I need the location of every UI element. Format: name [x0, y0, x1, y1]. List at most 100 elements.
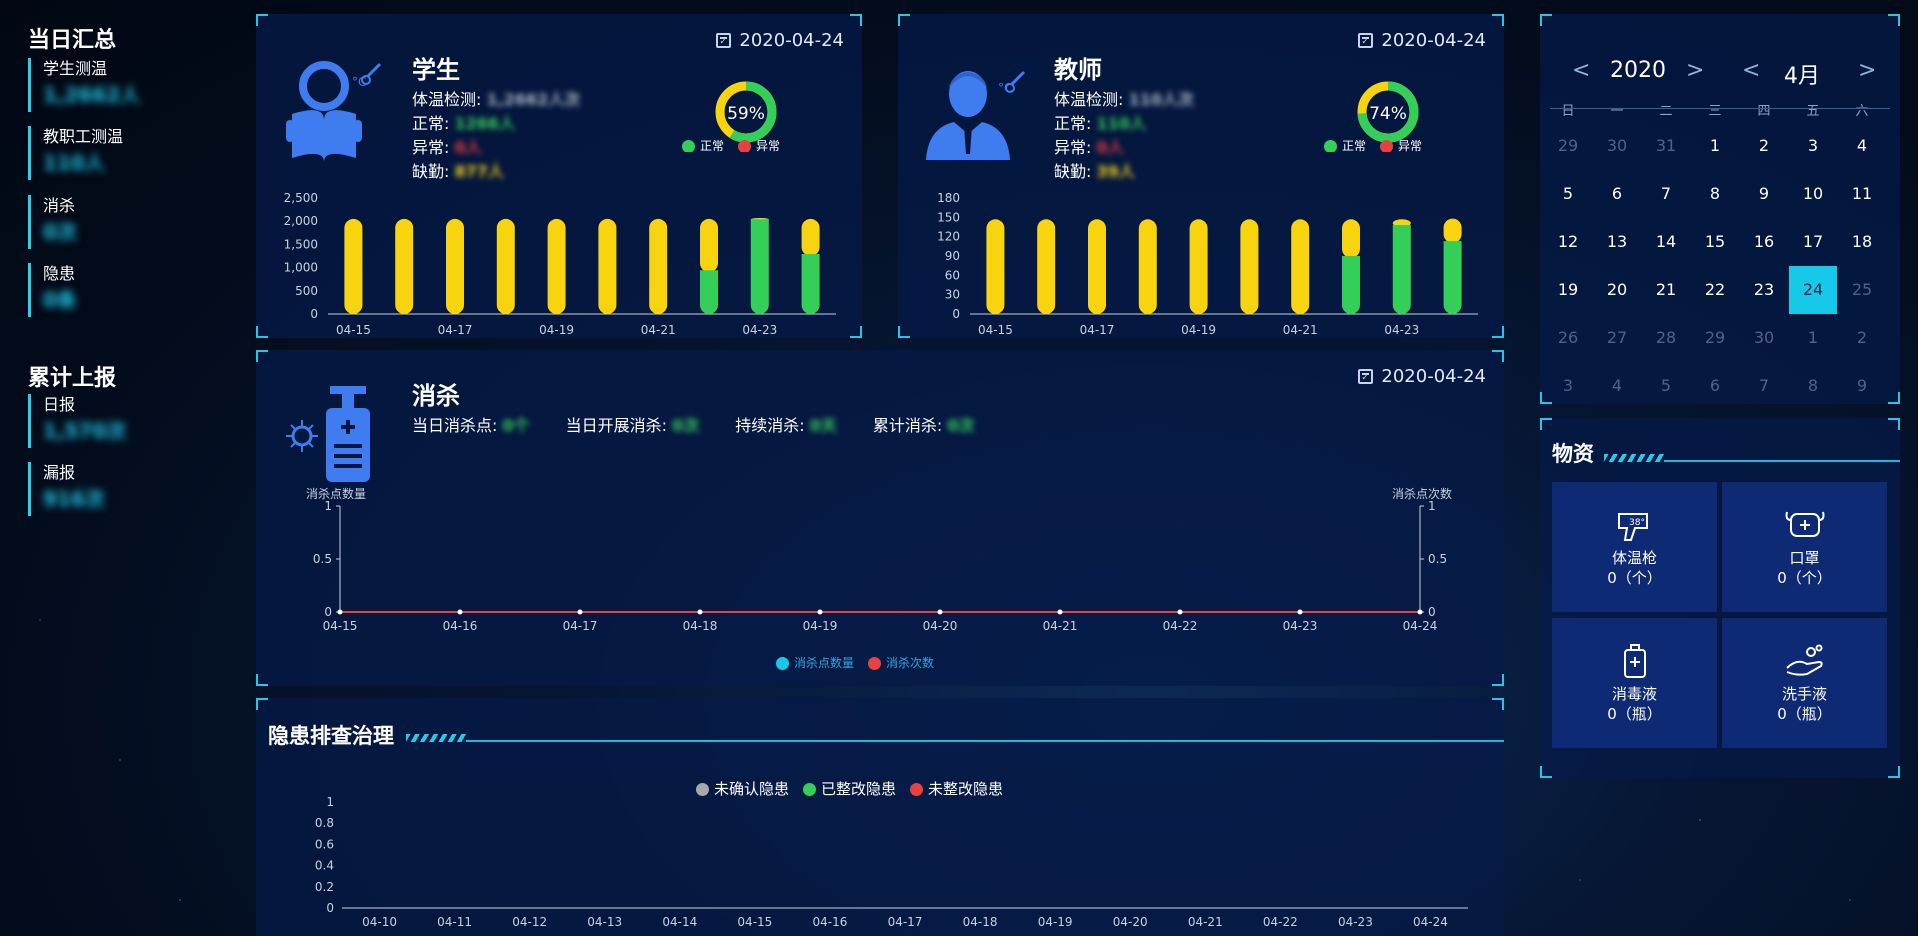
- student-bar-chart: 2,5002,0001,5001,000500004-15 04-17 04-19 0…: [256, 184, 862, 338]
- supplies-panel: 物资 38° 体温枪 0（个） 口罩 0（个） 消毒液 0（瓶） 洗手: [1540, 418, 1900, 778]
- prev-month-button[interactable]: <: [1742, 58, 1760, 83]
- bar-yellow: [802, 219, 820, 256]
- stat-row: 正常: 110人: [1054, 112, 1194, 136]
- legend-item[interactable]: 消杀点数量: [776, 654, 854, 671]
- student-title: 学生: [412, 50, 460, 85]
- student-donut-legend: 正常 异常: [682, 138, 780, 152]
- calendar-day[interactable]: 1: [1789, 314, 1837, 362]
- supply-value: 0（瓶）: [1552, 704, 1717, 724]
- summary-item-missed-report[interactable]: 漏报 916次: [28, 462, 203, 516]
- calendar-day[interactable]: 3: [1544, 362, 1592, 410]
- stat-row: 异常: 0人: [412, 136, 580, 160]
- calendar-day[interactable]: 29: [1544, 122, 1592, 170]
- calendar-day[interactable]: 26: [1544, 314, 1592, 362]
- prev-year-button[interactable]: <: [1572, 58, 1590, 83]
- calendar-day[interactable]: 6: [1691, 362, 1739, 410]
- calendar-day[interactable]: 2: [1740, 122, 1788, 170]
- calendar-day[interactable]: 9: [1740, 170, 1788, 218]
- disinfect-stats: 当日消杀点: 0个 当日开展消杀: 0次 持续消杀: 0天 累计消杀: 0次: [412, 414, 975, 438]
- calendar-day[interactable]: 16: [1740, 218, 1788, 266]
- calendar-day[interactable]: 22: [1691, 266, 1739, 314]
- calendar-day[interactable]: 27: [1593, 314, 1641, 362]
- calendar-icon: [1358, 369, 1373, 384]
- calendar-day[interactable]: 8: [1691, 170, 1739, 218]
- supply-disinfectant[interactable]: 消毒液 0（瓶）: [1552, 618, 1717, 748]
- calendar-day[interactable]: 15: [1691, 218, 1739, 266]
- calendar-day[interactable]: 28: [1642, 314, 1690, 362]
- summary-label: 隐患: [43, 263, 203, 285]
- calendar-day[interactable]: 21: [1642, 266, 1690, 314]
- y-tick-label: 0: [310, 307, 318, 321]
- summary-value: 1,570次: [43, 416, 203, 446]
- calendar-day[interactable]: 6: [1593, 170, 1641, 218]
- calendar-day[interactable]: 18: [1838, 218, 1886, 266]
- supplies-title: 物资: [1552, 438, 1594, 468]
- calendar-day[interactable]: 29: [1691, 314, 1739, 362]
- calendar-day[interactable]: 14: [1642, 218, 1690, 266]
- calendar-day[interactable]: 30: [1740, 314, 1788, 362]
- next-year-button[interactable]: >: [1686, 58, 1704, 83]
- calendar-day[interactable]: 23: [1740, 266, 1788, 314]
- calendar-day[interactable]: 24: [1789, 266, 1837, 314]
- calendar-day[interactable]: 5: [1544, 170, 1592, 218]
- calendar-year: 2020: [1610, 58, 1666, 83]
- legend-item[interactable]: 消杀次数: [868, 654, 934, 671]
- calendar-day[interactable]: 5: [1642, 362, 1690, 410]
- supply-thermometer-gun[interactable]: 38° 体温枪 0（个）: [1552, 482, 1717, 612]
- stat-item: 持续消杀: 0天: [735, 414, 837, 438]
- bar-green-join: [700, 270, 718, 280]
- summary-item-hazard[interactable]: 隐患 0条: [28, 263, 203, 317]
- supply-mask[interactable]: 口罩 0（个）: [1722, 482, 1887, 612]
- calendar-day[interactable]: 8: [1789, 362, 1837, 410]
- x-tick-label: 04-21: [1283, 323, 1318, 337]
- calendar-divider: [1550, 108, 1890, 109]
- y-tick-label: 0.5: [313, 552, 332, 566]
- summary-item-disinfect[interactable]: 消杀 0次: [28, 195, 203, 249]
- summary-item-daily-report[interactable]: 日报 1,570次: [28, 394, 203, 448]
- summary-value: 110人: [43, 148, 203, 178]
- stat-row: 缺勤: 877人: [412, 160, 580, 184]
- calendar-month: 4月: [1784, 58, 1820, 90]
- calendar-day[interactable]: 7: [1740, 362, 1788, 410]
- weekday-label: 六: [1842, 100, 1882, 119]
- student-stats: 体温检测: 1,2662人次 正常: 1266人 异常: 0人 缺勤: 877人: [412, 88, 580, 184]
- y-tick-label-right: 0: [1428, 605, 1436, 619]
- summary-item-student-temp[interactable]: 学生测温 1,2662人: [28, 58, 203, 112]
- calendar-day[interactable]: 19: [1544, 266, 1592, 314]
- next-month-button[interactable]: >: [1858, 58, 1876, 83]
- calendar-day[interactable]: 4: [1593, 362, 1641, 410]
- summary-value: 916次: [43, 484, 203, 514]
- calendar-day[interactable]: 12: [1544, 218, 1592, 266]
- y-tick-label: 0: [326, 901, 334, 915]
- calendar-day[interactable]: 2: [1838, 314, 1886, 362]
- calendar-day[interactable]: 3: [1789, 122, 1837, 170]
- x-tick-label: 04-19: [1038, 915, 1073, 929]
- calendar-day[interactable]: 25: [1838, 266, 1886, 314]
- x-tick-label: 04-22: [1263, 915, 1298, 929]
- calendar-day[interactable]: 31: [1642, 122, 1690, 170]
- disinfect-date: 2020-04-24: [1358, 366, 1486, 387]
- bar-yellow: [700, 219, 718, 272]
- calendar-day[interactable]: 13: [1593, 218, 1641, 266]
- calendar-day[interactable]: 20: [1593, 266, 1641, 314]
- bar-green-join: [1393, 225, 1411, 235]
- calendar-day[interactable]: 1: [1691, 122, 1739, 170]
- supply-hand-wash[interactable]: 洗手液 0（瓶）: [1722, 618, 1887, 748]
- calendar-day[interactable]: 11: [1838, 170, 1886, 218]
- svg-text:38°: 38°: [1629, 518, 1645, 528]
- bar-yellow: [344, 219, 362, 314]
- calendar-day[interactable]: 30: [1593, 122, 1641, 170]
- calendar-day[interactable]: 17: [1789, 218, 1837, 266]
- summary-label: 漏报: [43, 462, 203, 484]
- summary-item-staff-temp[interactable]: 教职工测温 110人: [28, 126, 203, 180]
- y-tick-label-right: 0.5: [1428, 552, 1447, 566]
- teacher-donut-pct: 74%: [1369, 104, 1407, 124]
- calendar-day[interactable]: 7: [1642, 170, 1690, 218]
- bar-yellow: [1240, 219, 1258, 314]
- calendar-day[interactable]: 4: [1838, 122, 1886, 170]
- x-tick-label: 04-16: [443, 619, 478, 633]
- left-axis-label: 消杀点数量: [306, 486, 366, 501]
- calendar-day[interactable]: 10: [1789, 170, 1837, 218]
- summary-label: 学生测温: [43, 58, 203, 80]
- calendar-day[interactable]: 9: [1838, 362, 1886, 410]
